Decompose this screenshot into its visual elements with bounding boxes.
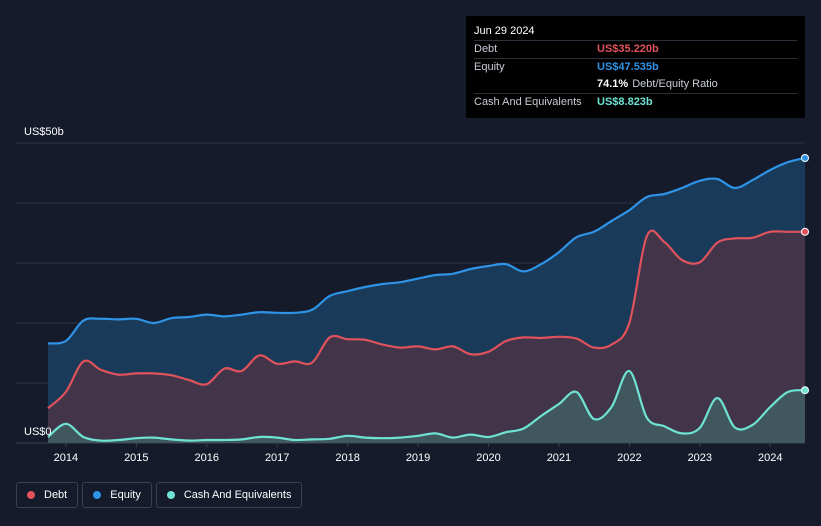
x-tick-label: 2020: [476, 452, 500, 464]
tooltip-ratio-value: 74.1% Debt/Equity Ratio: [597, 76, 718, 93]
equity-dot-icon: [93, 491, 102, 499]
y-tick-label-bottom: US$0: [24, 426, 52, 438]
x-tick-label: 2014: [54, 452, 78, 464]
legend-item-debt[interactable]: Debt: [16, 482, 79, 508]
cash-dot-icon: [166, 491, 175, 499]
tooltip-debt-row: Debt US$35.220b: [474, 40, 797, 58]
x-tick-label: 2015: [124, 452, 148, 464]
chart-legend: Debt Equity Cash And Equivalents: [16, 482, 303, 510]
legend-item-cash[interactable]: Cash And Equivalents: [155, 482, 303, 508]
line-layer: [47, 154, 809, 442]
tooltip-ratio-label: Debt/Equity Ratio: [632, 78, 718, 90]
tooltip-cash-row: Cash And Equivalents US$8.823b: [474, 93, 797, 111]
x-tick-label: 2017: [265, 452, 289, 464]
debt-endpoint: [801, 227, 809, 236]
equity-line: [47, 156, 806, 345]
cash-and-equivalents-area: [48, 370, 805, 443]
tooltip-equity-label: Equity: [474, 61, 505, 73]
debt-dot-icon: [27, 491, 35, 499]
legend-label-equity: Equity: [110, 489, 141, 501]
area-layer: [48, 158, 805, 443]
tooltip-debt-value: US$35.220b: [597, 43, 659, 55]
debt-area: [48, 230, 805, 443]
x-tick-label: 2016: [195, 452, 219, 464]
tooltip-cash-value: US$8.823b: [597, 96, 653, 108]
axis-layer: US$50b US$0 2014 2015 2016 2017 2018 2019 2020 20…: [24, 126, 782, 464]
tooltip-equity-row: Equity US$47.535b: [474, 58, 797, 76]
x-tick-label: 2019: [406, 452, 430, 464]
x-tick-label: 2022: [617, 452, 641, 464]
legend-item-equity[interactable]: Equity: [82, 482, 152, 508]
cash-and-equivalents-endpoint: [801, 386, 809, 395]
cash-and-equivalents-line: [47, 369, 806, 442]
x-tick-label: 2018: [335, 452, 359, 464]
tooltip-cash-label: Cash And Equivalents: [474, 96, 582, 108]
tooltip-ratio-row: 74.1% Debt/Equity Ratio: [474, 76, 797, 93]
chart-tooltip: Jun 29 2024 Debt US$35.220b Equity US$47…: [466, 16, 805, 118]
x-tick-label: 2024: [758, 452, 782, 464]
debt-line: [47, 229, 805, 410]
tooltip-equity-value: US$47.535b: [597, 61, 659, 73]
legend-label-cash: Cash And Equivalents: [183, 489, 292, 501]
x-tick-label: 2021: [547, 452, 571, 464]
equity-endpoint: [801, 154, 809, 162]
x-tick-label: 2023: [688, 452, 712, 464]
tooltip-ratio-number: 74.1%: [597, 78, 629, 90]
legend-label-debt: Debt: [44, 489, 68, 501]
y-tick-label-top: US$50b: [24, 126, 64, 138]
tooltip-debt-label: Debt: [474, 43, 498, 55]
tooltip-date: Jun 29 2024: [474, 25, 535, 37]
